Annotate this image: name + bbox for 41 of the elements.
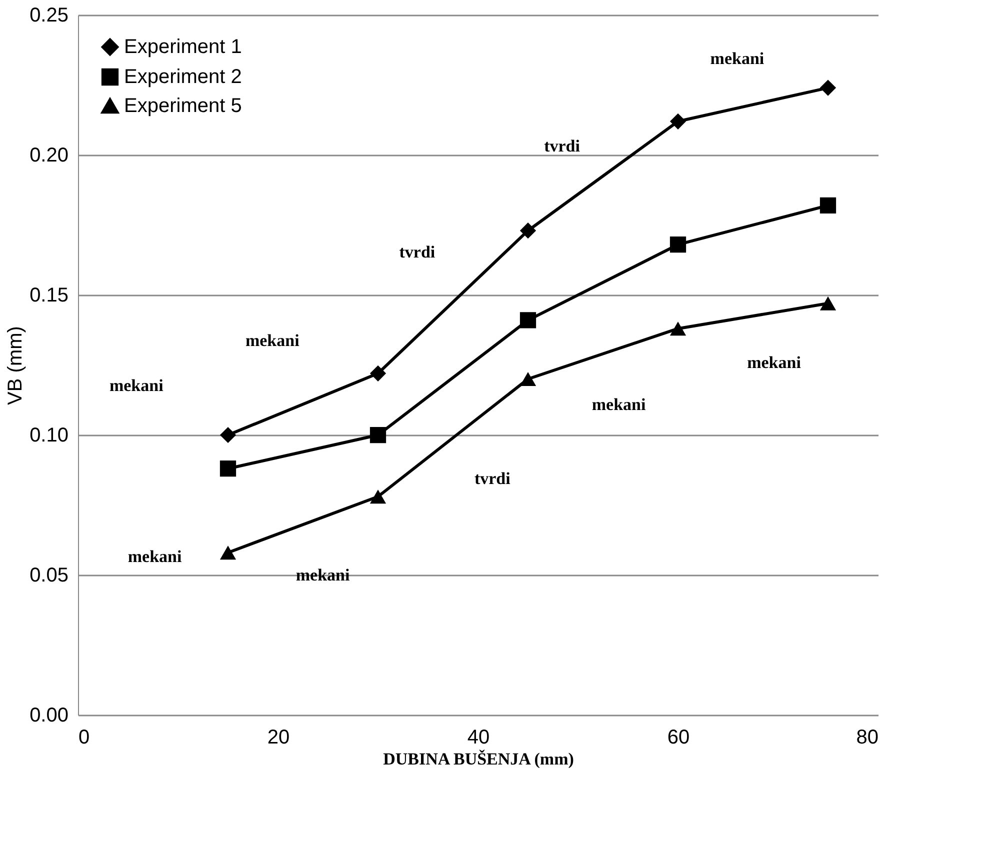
annotation: tvrdi [474,469,511,488]
y-tick-label: 0.25 [30,4,68,26]
annotation: mekani [710,49,764,68]
point [520,372,536,386]
point [370,490,386,504]
point [520,222,536,239]
x-tick-label: 60 [667,726,690,748]
annotation: mekani [128,546,182,566]
y-tick-label: 0.10 [30,424,68,446]
point [820,296,836,310]
annotation: mekani [296,566,350,585]
legend-label: Experiment 2 [124,66,242,88]
annotation: tvrdi [399,242,436,262]
legend-label: Experiment 5 [124,95,242,117]
y-tick-label: 0.15 [30,284,68,306]
y-axis-title: VB (mm) [4,326,27,405]
legend-label: Experiment 1 [124,36,242,58]
point [670,322,686,336]
x-tick-label: 40 [467,726,490,748]
y-tick-label: 0.00 [30,704,68,726]
point [520,312,536,328]
annotation: mekani [747,352,802,372]
annotation: mekani [592,394,646,414]
x-tick-label: 20 [267,726,290,748]
annotation: tvrdi [544,136,580,156]
x-axis-title: DUBINA BUŠENJA (mm) [383,750,574,768]
x-tick-label: 0 [78,726,90,748]
point [820,197,836,214]
point [370,365,386,382]
y-tick-label: 0.20 [30,144,68,166]
annotation: mekani [245,331,300,350]
point [220,546,236,560]
point [670,113,686,130]
point [670,236,686,253]
y-tick-label: 0.05 [30,564,68,586]
point [370,426,386,444]
point [220,460,236,477]
point [820,80,836,96]
annotation: mekani [109,376,164,395]
point [220,426,236,444]
x-tick-label: 80 [856,726,878,748]
